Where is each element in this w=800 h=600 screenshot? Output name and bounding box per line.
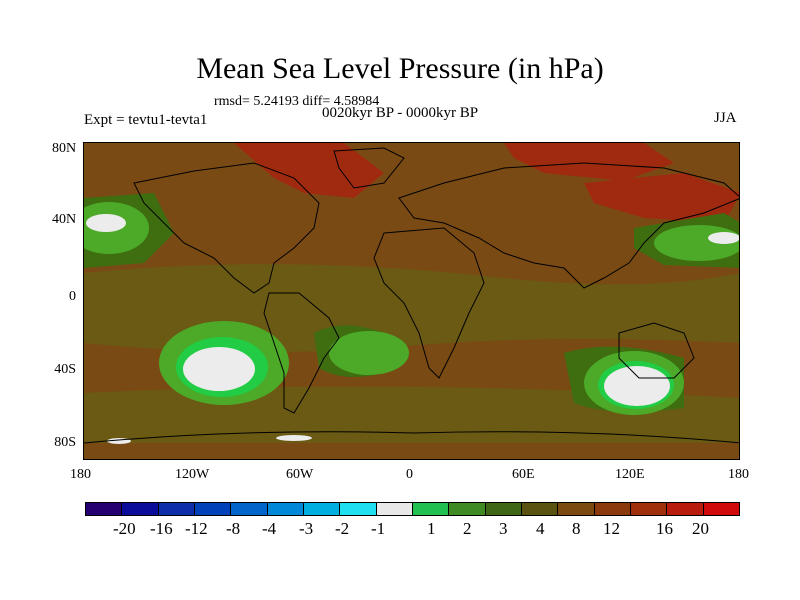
lon-label: 180 <box>70 467 91 482</box>
field-indian-white <box>604 366 670 406</box>
chart-title: Mean Sea Level Pressure (in hPa) <box>196 52 604 85</box>
coast-australia <box>618 322 695 379</box>
colorbar-label: 8 <box>572 519 581 538</box>
field-antarctic-white <box>276 435 312 441</box>
coastlines <box>84 147 739 444</box>
colorbar-label: 16 <box>656 519 673 538</box>
colorbar-swatch <box>122 503 159 515</box>
colorbar-swatch <box>594 503 631 515</box>
pressure-map-svg <box>84 143 739 459</box>
field-arctic-high <box>234 143 384 198</box>
lat-label: 40N <box>52 212 77 227</box>
coast-africa <box>373 227 485 379</box>
lat-label: 0 <box>69 289 76 304</box>
colorbar-swatch <box>412 503 450 515</box>
coast-antarctica <box>84 431 739 444</box>
lat-label: 80S <box>54 435 76 450</box>
field-north-pacific-white <box>86 214 126 232</box>
colorbar-swatch <box>267 503 304 515</box>
colorbar-swatch <box>630 503 668 515</box>
colorbar-label: -16 <box>150 519 173 538</box>
colorbar-swatch <box>303 503 341 515</box>
colorbar-swatch <box>485 503 522 515</box>
lat-label: 40S <box>54 362 76 377</box>
field-north-pacific-white-east <box>708 232 739 244</box>
colorbar-label: 4 <box>536 519 545 538</box>
period-label: 0020kyr BP - 0000kyr BP <box>322 105 479 121</box>
rmsd-diff-stats: rmsd= 5.24193 diff= 4.58984 <box>214 94 380 109</box>
lon-label: 120W <box>175 467 210 482</box>
colorbar <box>85 502 740 516</box>
lon-label: 0 <box>406 467 413 482</box>
field-south-atlantic-lightgreen <box>329 331 409 375</box>
field-arctic-high <box>504 143 674 181</box>
colorbar-label: 3 <box>499 519 508 538</box>
field-south-pacific-white <box>183 347 255 391</box>
pressure-map <box>83 142 740 460</box>
colorbar-swatch <box>703 503 739 515</box>
coast-north-america <box>133 162 320 294</box>
colorbar-label: -8 <box>226 519 241 538</box>
colorbar-label: -1 <box>371 519 386 538</box>
colorbar-label: 20 <box>692 519 709 538</box>
lon-label: 120E <box>615 467 645 482</box>
lat-label: 80N <box>52 141 77 156</box>
coast-south-america <box>263 292 340 414</box>
lon-label: 180 <box>728 467 749 482</box>
colorbar-swatch <box>449 503 486 515</box>
coast-eurasia <box>398 162 739 289</box>
colorbar-swatch <box>667 503 704 515</box>
colorbar-swatch <box>194 503 232 515</box>
colorbar-label: -2 <box>335 519 350 538</box>
season-label: JJA <box>714 110 737 126</box>
experiment-label: Expt = tevtu1-tevta1 <box>84 112 208 128</box>
colorbar-label: -12 <box>185 519 208 538</box>
lon-label: 60W <box>286 467 314 482</box>
colorbar-label: 1 <box>427 519 436 538</box>
coast-greenland <box>333 147 405 189</box>
colorbar-swatch <box>558 503 595 515</box>
lon-label: 60E <box>512 467 535 482</box>
colorbar-swatch <box>340 503 377 515</box>
colorbar-label: 2 <box>463 519 472 538</box>
field-siberia-high <box>584 173 739 223</box>
colorbar-swatch <box>376 503 413 515</box>
colorbar-swatch <box>521 503 559 515</box>
colorbar-label: -20 <box>113 519 136 538</box>
colorbar-label: -3 <box>299 519 314 538</box>
colorbar-label: -4 <box>262 519 277 538</box>
colorbar-swatch <box>158 503 195 515</box>
colorbar-label: 12 <box>603 519 620 538</box>
colorbar-swatch <box>86 503 123 515</box>
colorbar-swatch <box>231 503 268 515</box>
